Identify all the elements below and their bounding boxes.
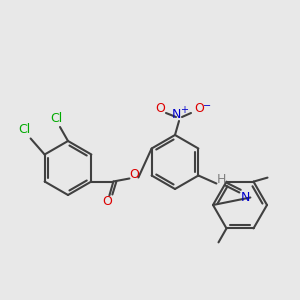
Text: O: O: [129, 168, 139, 181]
Text: O: O: [194, 103, 204, 116]
Text: N: N: [171, 109, 181, 122]
Text: H: H: [217, 173, 226, 186]
Text: O: O: [102, 195, 112, 208]
Text: +: +: [180, 105, 188, 115]
Text: Cl: Cl: [19, 123, 31, 136]
Text: Cl: Cl: [50, 112, 62, 124]
Text: O: O: [155, 103, 165, 116]
Text: N: N: [241, 191, 250, 204]
Text: −: −: [203, 101, 211, 111]
